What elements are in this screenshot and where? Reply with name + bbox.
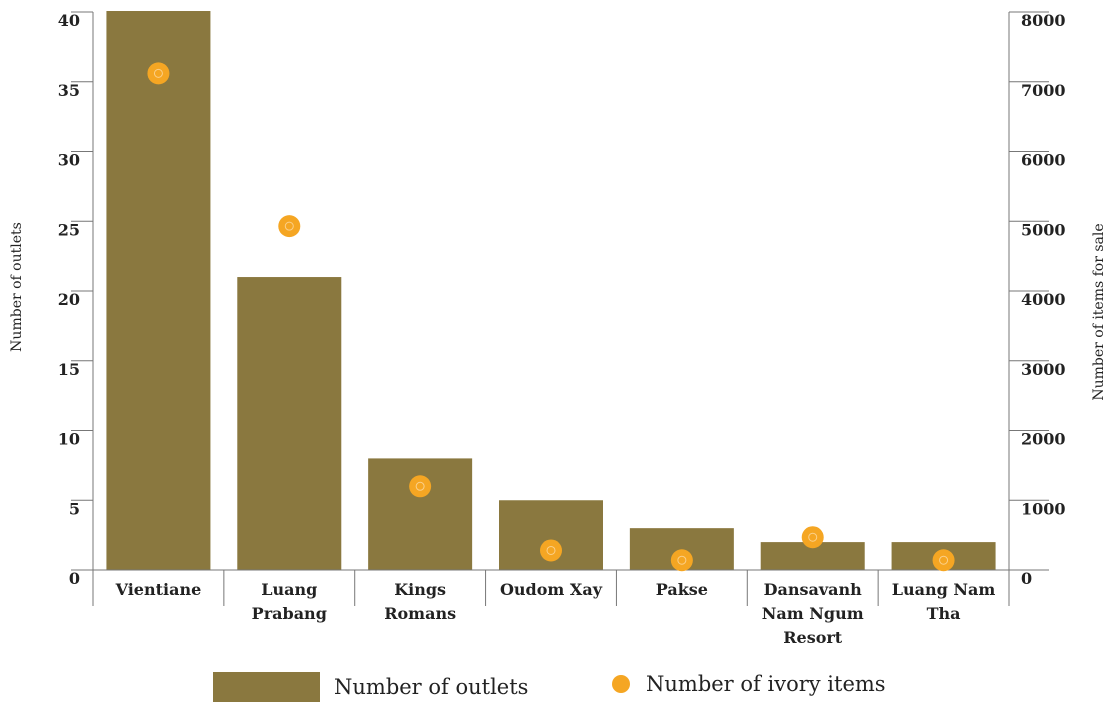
dot-ivory-items [278,215,301,238]
legend-item-ivory: Number of ivory items [612,672,886,696]
legend-dot-swatch [612,675,630,693]
left-tick-label: 0 [69,569,80,588]
category-label: Luang Nam Tha [892,580,996,623]
dot-ivory-items [932,549,955,572]
right-tick-label: 4000 [1021,290,1066,309]
dot-ivory-items-ring [808,532,818,542]
right-axis-title: Number of items for sale [1091,223,1107,400]
left-tick-label: 35 [58,81,80,100]
right-tick-label: 1000 [1021,499,1066,518]
dot-ivory-items-ring [415,481,425,491]
left-y-axis: 0 5 10 15 20 25 30 35 40 [58,11,94,606]
category-label: Oudom Xay [500,580,603,599]
dot-series [147,62,955,572]
legend-bar-swatch [213,672,320,702]
left-tick-label: 15 [58,360,80,379]
category-label: Vientiane [115,580,202,599]
right-tick-label: 3000 [1021,360,1066,379]
dot-ivory-items-ring [546,545,556,555]
legend: Number of outlets Number of ivory items [0,672,1113,704]
left-tick-label: 10 [58,430,80,449]
right-tick-label: 5000 [1021,220,1066,239]
left-axis-title: Number of outlets [9,222,25,352]
dot-ivory-items [801,526,824,549]
bar-outlets [106,11,211,570]
category-label: Dansavanh Nam Ngum Resort [762,580,864,647]
legend-label-ivory: Number of ivory items [646,672,886,696]
legend-item-outlets: Number of outlets [213,672,528,702]
dot-ivory-items [540,539,562,562]
left-tick-label: 20 [58,290,80,309]
dot-ivory-items [670,549,693,572]
bar-outlets [237,277,342,570]
left-tick-label: 40 [58,11,80,30]
right-tick-label: 8000 [1021,11,1066,30]
right-tick-label: 6000 [1021,151,1066,170]
right-y-axis: 0 1000 2000 3000 4000 5000 6000 7000 8000 [1008,11,1066,606]
category-label: Pakse [656,580,708,599]
category-label: Kings Romans [384,580,456,623]
dot-ivory-items-ring [153,68,163,78]
right-tick-label: 7000 [1021,81,1066,100]
right-tick-label: 2000 [1021,430,1066,449]
dot-ivory-items [409,475,432,498]
right-tick-label: 0 [1021,569,1032,588]
left-tick-label: 5 [69,499,80,518]
dot-ivory-items [147,62,170,85]
bar-series [106,11,996,570]
x-axis: Vientiane Luang Prabang Kings Romans Oudom Xa… [93,569,1009,647]
left-tick-label: 30 [58,151,80,170]
left-tick-label: 25 [58,220,80,239]
dot-ivory-items-ring [284,221,294,231]
category-label: Luang Prabang [252,580,327,623]
legend-label-outlets: Number of outlets [334,675,529,699]
combo-chart: 0 5 10 15 20 25 30 35 40 0 1000 2000 3000 4000 5000 60… [9,11,1107,647]
dot-ivory-items-ring [939,555,949,565]
bar-outlets [368,458,473,570]
dot-ivory-items-ring [677,555,687,565]
